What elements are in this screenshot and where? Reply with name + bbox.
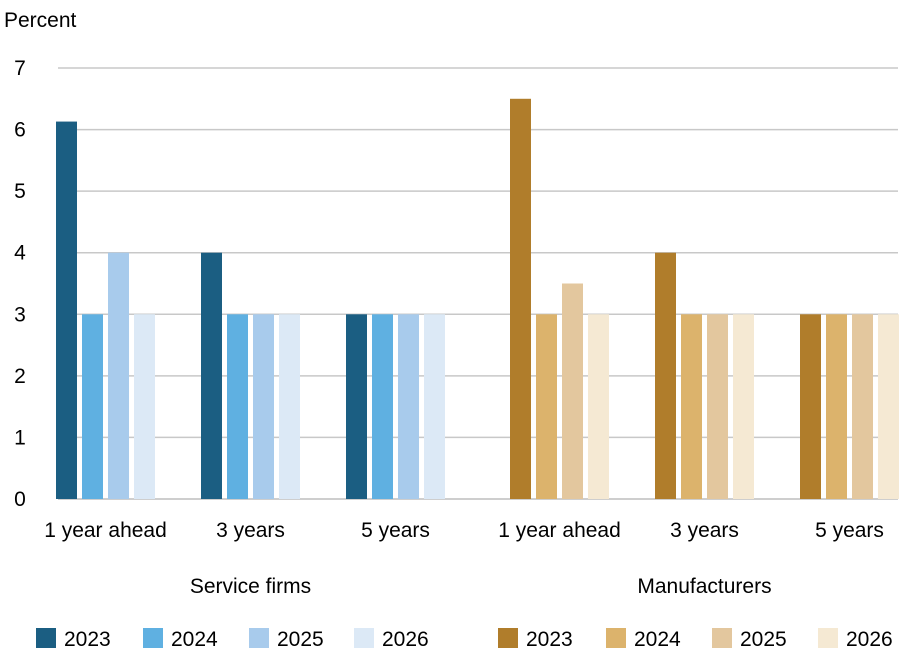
y-axis-label: Percent xyxy=(4,9,77,32)
bar-service-firms-3-years-2024 xyxy=(227,314,248,499)
group-labels: Service firms Manufacturers xyxy=(190,575,772,598)
bar-service-firms-1-year-ahead-2026 xyxy=(134,314,155,499)
y-tick-labels: 0 1 2 3 4 5 6 7 xyxy=(14,57,26,511)
x-tick-1-year-ahead: 1 year ahead xyxy=(44,519,167,542)
legend-label-1-2026: 2026 xyxy=(846,628,893,651)
bar-service-firms-3-years-2026 xyxy=(279,314,300,499)
x-tick-3-years: 3 years xyxy=(216,519,285,542)
bar-service-firms-3-years-2025 xyxy=(253,314,274,499)
bar-manufacturers-5-years-2023 xyxy=(800,314,821,499)
legend-swatch-0-2025 xyxy=(249,628,269,648)
x-tick-5-years: 5 years xyxy=(361,519,430,542)
bar-manufacturers-1-year-ahead-2023 xyxy=(510,98,531,500)
group-label-service-firms: Service firms xyxy=(190,575,311,598)
bar-service-firms-1-year-ahead-2025 xyxy=(108,252,129,499)
bar-manufacturers-3-years-2023 xyxy=(655,252,676,499)
y-tick-1: 1 xyxy=(14,426,26,449)
legend-label-0-2024: 2024 xyxy=(171,628,218,651)
legend-swatch-0-2024 xyxy=(143,628,163,648)
y-tick-5: 5 xyxy=(14,180,26,203)
bar-manufacturers-5-years-2026 xyxy=(878,314,899,499)
bar-service-firms-3-years-2023 xyxy=(201,252,222,499)
bar-manufacturers-3-years-2024 xyxy=(681,314,702,499)
legend-swatch-1-2024 xyxy=(606,628,626,648)
legend-label-0-2023: 2023 xyxy=(64,628,111,651)
legend-label-1-2023: 2023 xyxy=(526,628,573,651)
legend-swatch-1-2025 xyxy=(712,628,732,648)
y-tick-3: 3 xyxy=(14,303,26,326)
legend-label-1-2025: 2025 xyxy=(740,628,787,651)
bar-manufacturers-5-years-2025 xyxy=(852,314,873,499)
x-tick-3-years: 3 years xyxy=(670,519,739,542)
legend-label-0-2026: 2026 xyxy=(382,628,429,651)
bar-manufacturers-1-year-ahead-2026 xyxy=(588,314,609,499)
y-tick-6: 6 xyxy=(14,119,26,142)
bar-service-firms-5-years-2025 xyxy=(398,314,419,499)
gridlines xyxy=(58,67,898,500)
x-tick-5-years: 5 years xyxy=(815,519,884,542)
legend-label-0-2025: 2025 xyxy=(277,628,324,651)
y-tick-0: 0 xyxy=(14,488,26,511)
y-tick-4: 4 xyxy=(14,242,26,265)
legend: 2023 2024 2025 2026 2023 2024 2025 2026 xyxy=(36,628,893,651)
bar-manufacturers-3-years-2025 xyxy=(707,314,728,499)
bar-manufacturers-5-years-2024 xyxy=(826,314,847,499)
legend-swatch-1-2023 xyxy=(498,628,518,648)
bar-service-firms-5-years-2024 xyxy=(372,314,393,499)
bar-service-firms-5-years-2023 xyxy=(346,314,367,499)
x-tick-labels: 1 year ahead 3 years 5 years 1 year ahead 3 … xyxy=(44,519,884,542)
legend-label-1-2024: 2024 xyxy=(634,628,681,651)
legend-swatch-1-2026 xyxy=(818,628,838,648)
y-tick-2: 2 xyxy=(14,365,26,388)
bar-manufacturers-1-year-ahead-2025 xyxy=(562,283,583,499)
bar-service-firms-1-year-ahead-2024 xyxy=(82,314,103,499)
bars xyxy=(56,98,899,500)
x-tick-1-year-ahead: 1 year ahead xyxy=(498,519,621,542)
bar-manufacturers-3-years-2026 xyxy=(733,314,754,499)
y-tick-7: 7 xyxy=(14,57,26,80)
bar-manufacturers-1-year-ahead-2024 xyxy=(536,314,557,499)
legend-swatch-0-2026 xyxy=(354,628,374,648)
bar-service-firms-1-year-ahead-2023 xyxy=(56,121,77,500)
group-label-manufacturers: Manufacturers xyxy=(637,575,771,598)
bar-service-firms-5-years-2026 xyxy=(424,314,445,499)
legend-swatch-0-2023 xyxy=(36,628,56,648)
